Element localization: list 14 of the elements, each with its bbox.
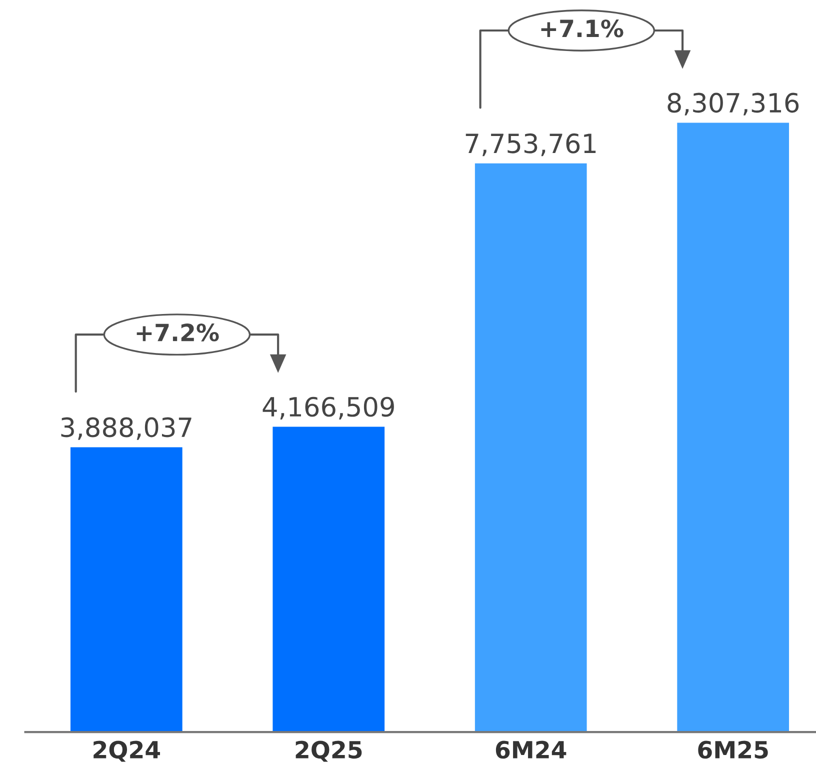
x-tick-label: 6M25 [698,740,768,759]
annotation: +7.2% [136,324,219,342]
data-label: 4,166,509 [262,396,394,420]
bar [271,425,386,732]
x-tick-label: 2Q24 [94,740,160,762]
bar [474,162,588,732]
data-label: 3,888,037 [61,417,192,440]
bar [676,121,790,732]
data-label: 7,753,761 [466,133,596,156]
x-tick-label: 6M24 [496,740,566,759]
x-tick-label: 2Q25 [296,740,362,762]
data-label: 8,307,316 [668,92,799,116]
text: +7.1% [541,19,624,38]
bar [69,446,184,732]
